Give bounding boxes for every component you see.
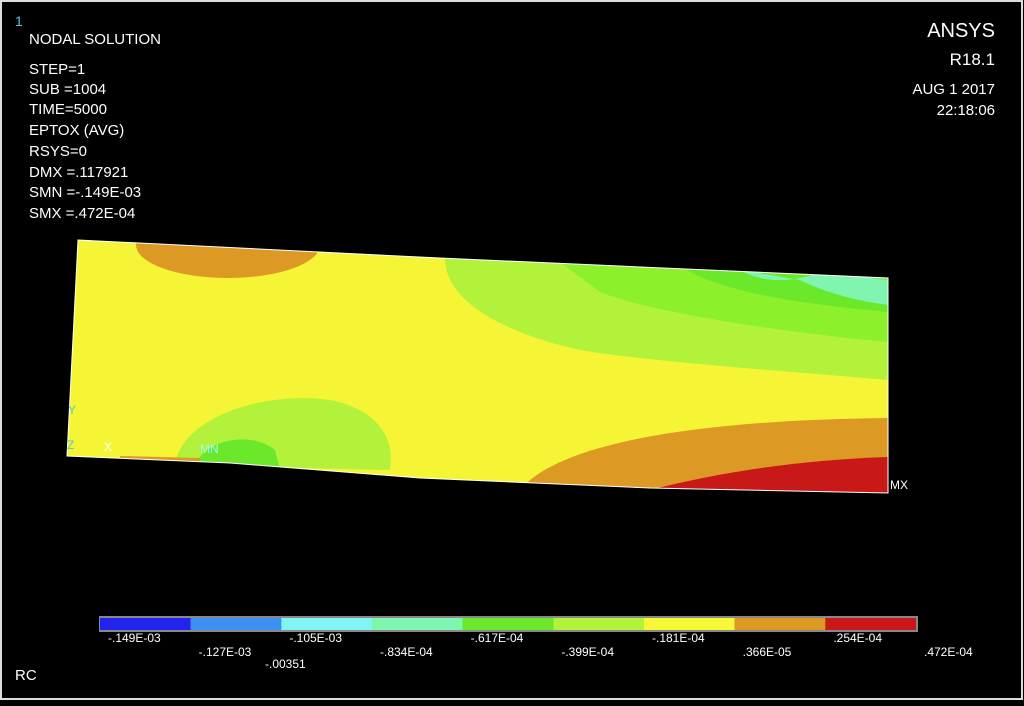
legend-swatch bbox=[190, 618, 282, 630]
contour-plot bbox=[67, 240, 888, 493]
legend-label: .254E-04 bbox=[833, 631, 882, 645]
legend-swatch bbox=[462, 618, 554, 630]
legend-label: .366E-05 bbox=[743, 645, 792, 659]
header-line: SMX =.472E-04 bbox=[29, 205, 135, 222]
min-label: MN bbox=[200, 442, 219, 456]
legend-label: -.834E-04 bbox=[380, 645, 433, 659]
header-line: SMN =-.149E-03 bbox=[29, 184, 141, 201]
header-line: STEP=1 bbox=[29, 61, 85, 78]
overlay-text: -.00351 bbox=[265, 657, 306, 671]
header-lines: STEP=1 SUB =1004 TIME=5000 EPTOX (AVG) RSYS=… bbox=[29, 61, 141, 222]
legend-swatch bbox=[644, 618, 735, 630]
plot-title: NODAL SOLUTION bbox=[29, 31, 161, 48]
legend-label: -.399E-04 bbox=[561, 645, 614, 659]
legend-label: -.617E-04 bbox=[471, 631, 524, 645]
legend-swatch bbox=[734, 618, 826, 630]
triad-label: Y bbox=[68, 403, 76, 417]
legend-label: .472E-04 bbox=[924, 645, 973, 659]
legend-swatch bbox=[281, 618, 372, 630]
time: 22:18:06 bbox=[937, 102, 995, 119]
header-line: DMX =.117921 bbox=[29, 164, 128, 181]
outline bbox=[66, 239, 889, 494]
legend-swatch bbox=[100, 618, 191, 630]
legend-label: -.149E-03 bbox=[108, 631, 161, 645]
legend-swatch bbox=[825, 618, 916, 630]
triad-label: Z bbox=[67, 438, 74, 452]
triad-label: X bbox=[104, 440, 112, 454]
header-line: TIME=5000 bbox=[29, 101, 107, 118]
header-line: SUB =1004 bbox=[29, 81, 106, 98]
window-number: 1 bbox=[15, 13, 23, 29]
header-line: EPTOX (AVG) bbox=[29, 122, 124, 139]
date: AUG 1 2017 bbox=[912, 81, 995, 98]
legend: -.149E-03 -.127E-03 -.105E-03 -.834E-04 -.61… bbox=[99, 616, 973, 659]
legend-swatch bbox=[553, 618, 644, 630]
version: R18.1 bbox=[950, 50, 995, 69]
legend-label: -.181E-04 bbox=[652, 631, 705, 645]
legend-label: -.105E-03 bbox=[289, 631, 342, 645]
product: ANSYS bbox=[927, 20, 995, 42]
legend-swatch bbox=[372, 618, 463, 630]
footer: RC bbox=[15, 667, 37, 684]
legend-label: -.127E-03 bbox=[199, 645, 252, 659]
header-line: RSYS=0 bbox=[29, 143, 87, 160]
max-label: MX bbox=[890, 478, 908, 492]
